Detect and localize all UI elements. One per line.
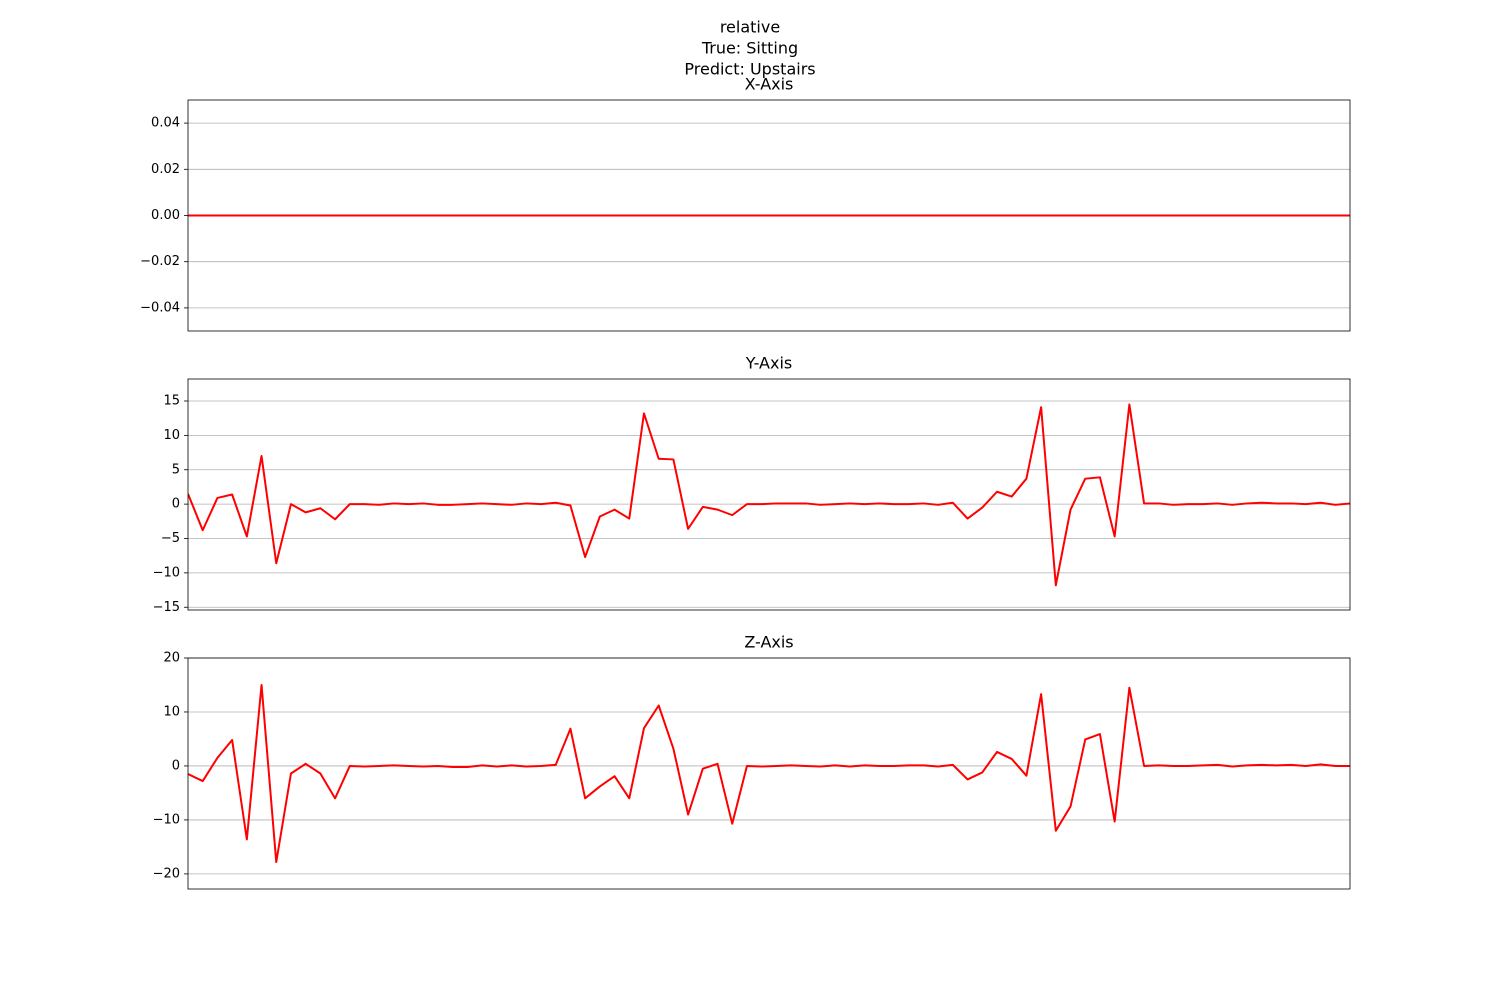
y-tick-label: −10 <box>153 812 180 827</box>
y-tick-label: 20 <box>163 651 180 666</box>
y-tick-label: 10 <box>163 428 180 443</box>
y-tick-label: −5 <box>161 531 180 546</box>
y-tick-label: −15 <box>153 600 180 615</box>
subplot-title: Z-Axis <box>744 633 793 652</box>
plot-area <box>188 683 1350 864</box>
plot-frame <box>187 99 1351 332</box>
subplot-title: X-Axis <box>745 75 794 94</box>
y-tick-label: −20 <box>153 866 180 881</box>
y-tick-label: 0.00 <box>151 208 180 223</box>
y-tick-label: −0.04 <box>140 300 180 315</box>
y-tick-label: 10 <box>163 704 180 719</box>
figure-title: relative <box>720 18 780 37</box>
plot-frame <box>187 378 1351 611</box>
y-tick-label: 0 <box>172 497 180 512</box>
plot-area <box>188 403 1350 587</box>
y-tick-label: 0.02 <box>151 162 180 177</box>
y-tick-label: 0.04 <box>151 116 180 131</box>
y-tick-label: 0 <box>172 758 180 773</box>
y-tick-label: −10 <box>153 565 180 580</box>
figure-title: True: Sitting <box>701 39 798 58</box>
figure-title: Predict: Upstairs <box>684 60 815 79</box>
y-tick-label: 5 <box>172 462 180 477</box>
plot-frame <box>187 657 1351 890</box>
data-line <box>188 403 1350 587</box>
y-tick-label: −0.02 <box>140 254 180 269</box>
subplot-title: Y-Axis <box>745 354 793 373</box>
data-line <box>188 683 1350 864</box>
y-tick-label: 15 <box>163 394 180 409</box>
